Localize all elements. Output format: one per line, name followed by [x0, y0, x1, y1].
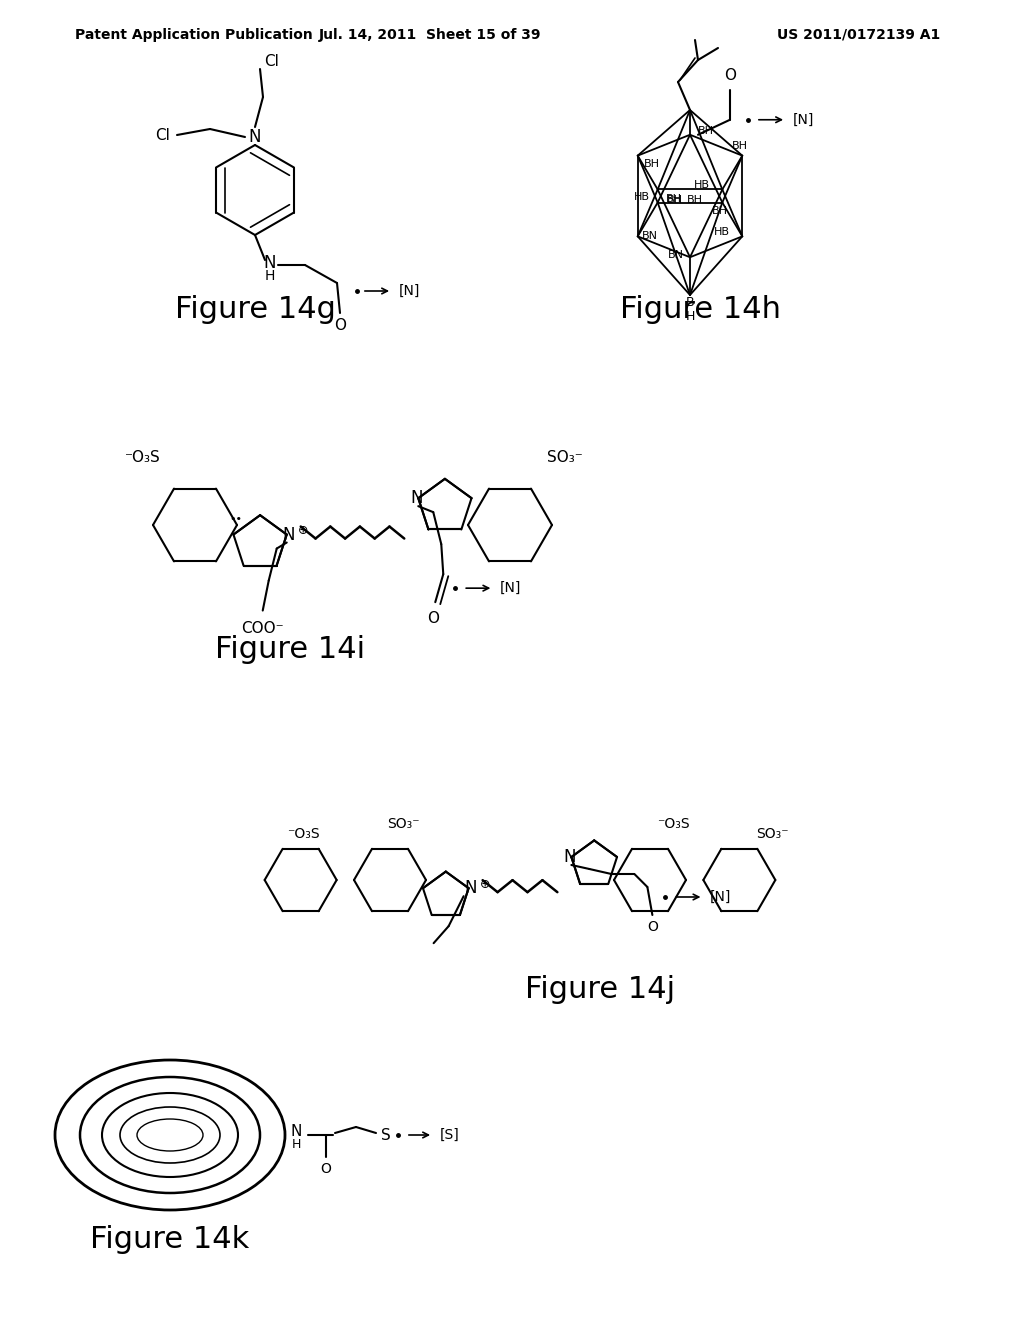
Text: Cl: Cl: [156, 128, 170, 143]
Text: Figure 14k: Figure 14k: [90, 1225, 250, 1254]
Text: H: H: [685, 310, 694, 323]
Text: HB: HB: [715, 227, 730, 238]
Text: ⁻O₃S: ⁻O₃S: [288, 826, 319, 841]
Text: N: N: [563, 847, 575, 866]
Text: Jul. 14, 2011  Sheet 15 of 39: Jul. 14, 2011 Sheet 15 of 39: [318, 28, 542, 42]
Text: US 2011/0172139 A1: US 2011/0172139 A1: [777, 28, 940, 42]
Text: Figure 14g: Figure 14g: [174, 296, 336, 325]
Text: O: O: [334, 318, 346, 333]
Text: S: S: [381, 1127, 391, 1143]
Text: ⁻O₃S: ⁻O₃S: [125, 450, 161, 465]
Text: BH: BH: [698, 125, 714, 136]
Text: N: N: [249, 128, 261, 147]
Text: O: O: [724, 69, 736, 83]
Text: HB: HB: [634, 193, 649, 202]
Text: BH: BH: [687, 195, 703, 205]
Text: N: N: [264, 253, 276, 272]
Text: N: N: [410, 490, 423, 507]
Text: Figure 14h: Figure 14h: [620, 296, 780, 325]
Text: BH: BH: [667, 195, 683, 205]
Text: N: N: [291, 1123, 302, 1138]
Text: SO₃⁻: SO₃⁻: [387, 817, 419, 830]
Text: N: N: [464, 879, 477, 898]
Text: [S]: [S]: [440, 1129, 460, 1142]
Text: Patent Application Publication: Patent Application Publication: [75, 28, 312, 42]
Text: Figure 14j: Figure 14j: [525, 975, 675, 1005]
Text: [N]: [N]: [398, 284, 420, 298]
Text: ⊕: ⊕: [298, 524, 308, 537]
Text: O: O: [427, 611, 439, 626]
Text: ••: ••: [229, 513, 242, 524]
Text: BN: BN: [642, 231, 657, 242]
Text: Figure 14i: Figure 14i: [215, 635, 366, 664]
Text: N: N: [283, 525, 295, 544]
Text: B: B: [686, 297, 694, 309]
Text: H: H: [291, 1138, 301, 1151]
Text: BH: BH: [732, 141, 749, 150]
Text: BH: BH: [644, 158, 659, 169]
Text: O: O: [647, 920, 657, 935]
Text: COO⁻: COO⁻: [242, 620, 284, 636]
Text: SO₃⁻: SO₃⁻: [547, 450, 583, 465]
Text: HB: HB: [694, 181, 711, 190]
Text: BN: BN: [668, 251, 684, 260]
Text: Cl: Cl: [264, 54, 280, 69]
Text: H: H: [265, 269, 275, 282]
Text: BH: BH: [666, 194, 682, 203]
Text: [N]: [N]: [710, 890, 731, 904]
Text: SO₃⁻: SO₃⁻: [756, 826, 788, 841]
Text: [N]: [N]: [793, 112, 814, 127]
Text: [N]: [N]: [500, 581, 521, 595]
Text: O: O: [321, 1162, 332, 1176]
Text: ⁻O₃S: ⁻O₃S: [656, 817, 689, 830]
Text: ⊕: ⊕: [479, 878, 489, 891]
Text: BH: BH: [713, 206, 728, 215]
